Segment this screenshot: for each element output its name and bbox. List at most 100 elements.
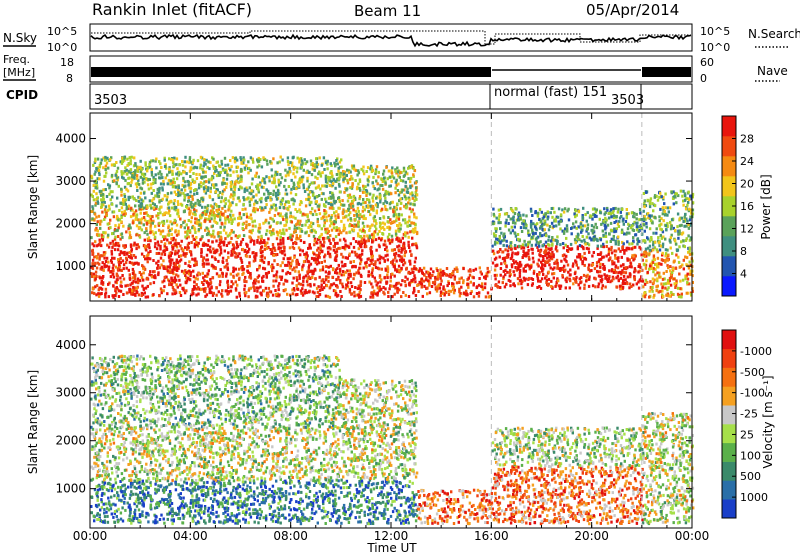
heatmap-cell <box>513 270 515 273</box>
heatmap-cell <box>119 277 121 280</box>
heatmap-cell <box>393 253 395 256</box>
heatmap-cell <box>272 294 274 297</box>
heatmap-cell <box>243 288 245 291</box>
heatmap-cell <box>226 174 228 177</box>
heatmap-cell <box>289 161 291 164</box>
heatmap-cell <box>227 251 229 254</box>
heatmap-cell <box>621 208 623 211</box>
heatmap-cell <box>265 175 267 178</box>
heatmap-cell <box>284 253 286 256</box>
heatmap-cell <box>252 282 254 285</box>
heatmap-cell <box>552 268 554 271</box>
heatmap-cell <box>158 195 160 198</box>
heatmap-cell <box>398 265 400 268</box>
heatmap-cell <box>384 197 386 200</box>
heatmap-cell <box>272 285 274 288</box>
heatmap-cell <box>323 241 325 244</box>
heatmap-cell <box>172 279 174 282</box>
heatmap-cell <box>408 295 410 298</box>
heatmap-cell <box>301 161 303 164</box>
heatmap-cell <box>287 174 289 177</box>
heatmap-cell <box>370 282 372 285</box>
heatmap-cell <box>188 260 190 263</box>
heatmap-cell <box>415 257 417 260</box>
heatmap-cell <box>179 260 181 263</box>
heatmap-cell <box>105 213 107 216</box>
heatmap-cell <box>517 282 519 285</box>
heatmap-cell <box>253 240 255 243</box>
heatmap-cell <box>194 257 196 260</box>
heatmap-cell <box>259 249 261 252</box>
heatmap-cell <box>188 272 190 275</box>
heatmap-cell <box>290 191 292 194</box>
heatmap-cell <box>194 202 196 205</box>
heatmap-cell <box>232 156 234 159</box>
heatmap-cell <box>94 213 96 216</box>
heatmap-cell <box>282 218 284 221</box>
heatmap-cell <box>536 237 538 240</box>
heatmap-cell <box>135 244 137 247</box>
heatmap-cell <box>527 249 529 252</box>
heatmap-cell <box>261 207 263 210</box>
heatmap-cell <box>587 211 589 214</box>
heatmap-cell <box>258 176 260 179</box>
nsky-trace <box>91 35 691 46</box>
heatmap-cell <box>148 163 150 166</box>
heatmap-cell <box>379 261 381 264</box>
heatmap-cell <box>186 223 188 226</box>
heatmap-cell <box>244 190 246 193</box>
heatmap-cell <box>215 190 217 193</box>
heatmap-cell <box>257 287 259 290</box>
heatmap-cell <box>108 208 110 211</box>
heatmap-cell <box>185 172 187 175</box>
heatmap-cell <box>184 255 186 258</box>
heatmap-cell <box>532 257 534 260</box>
heatmap-cell <box>192 167 194 170</box>
heatmap-cell <box>602 230 604 233</box>
heatmap-cell <box>142 267 144 270</box>
heatmap-cell <box>137 281 139 284</box>
heatmap-cell <box>383 177 385 180</box>
heatmap-cell <box>544 264 546 267</box>
heatmap-cell <box>194 217 196 220</box>
heatmap-cell <box>282 228 284 231</box>
heatmap-cell <box>238 196 240 199</box>
heatmap-cell <box>277 243 279 246</box>
heatmap-cell <box>158 229 160 232</box>
heatmap-cell <box>175 186 177 189</box>
heatmap-cell <box>311 190 313 193</box>
heatmap-cell <box>308 269 310 272</box>
heatmap-cell <box>170 254 172 257</box>
heatmap-cell <box>195 294 197 297</box>
heatmap-cell <box>550 253 552 256</box>
heatmap-cell <box>148 236 150 239</box>
heatmap-cell <box>232 275 234 278</box>
heatmap-cell <box>255 194 257 197</box>
heatmap-cell <box>484 286 486 289</box>
heatmap-cell <box>282 242 284 245</box>
heatmap-cell <box>299 253 301 256</box>
heatmap-cell <box>163 285 165 288</box>
heatmap-cell <box>226 178 228 181</box>
heatmap-cell <box>469 274 471 277</box>
heatmap-cell <box>128 269 130 272</box>
heatmap-cell <box>200 185 202 188</box>
heatmap-cell <box>520 226 522 229</box>
heatmap-cell <box>601 278 603 281</box>
heatmap-cell <box>614 257 616 260</box>
heatmap-cell <box>202 182 204 185</box>
heatmap-cell <box>336 226 338 229</box>
heatmap-cell <box>348 213 350 216</box>
heatmap-cell <box>633 277 635 280</box>
heatmap-cell <box>235 252 237 255</box>
heatmap-cell <box>514 266 516 269</box>
heatmap-cell <box>285 216 287 219</box>
heatmap-cell <box>405 294 407 297</box>
heatmap-cell <box>360 280 362 283</box>
heatmap-cell <box>595 277 597 280</box>
heatmap-cell <box>118 224 120 227</box>
heatmap-cell <box>342 178 344 181</box>
heatmap-cell <box>243 159 245 162</box>
heatmap-cell <box>396 167 398 170</box>
heatmap-cell <box>308 291 310 294</box>
